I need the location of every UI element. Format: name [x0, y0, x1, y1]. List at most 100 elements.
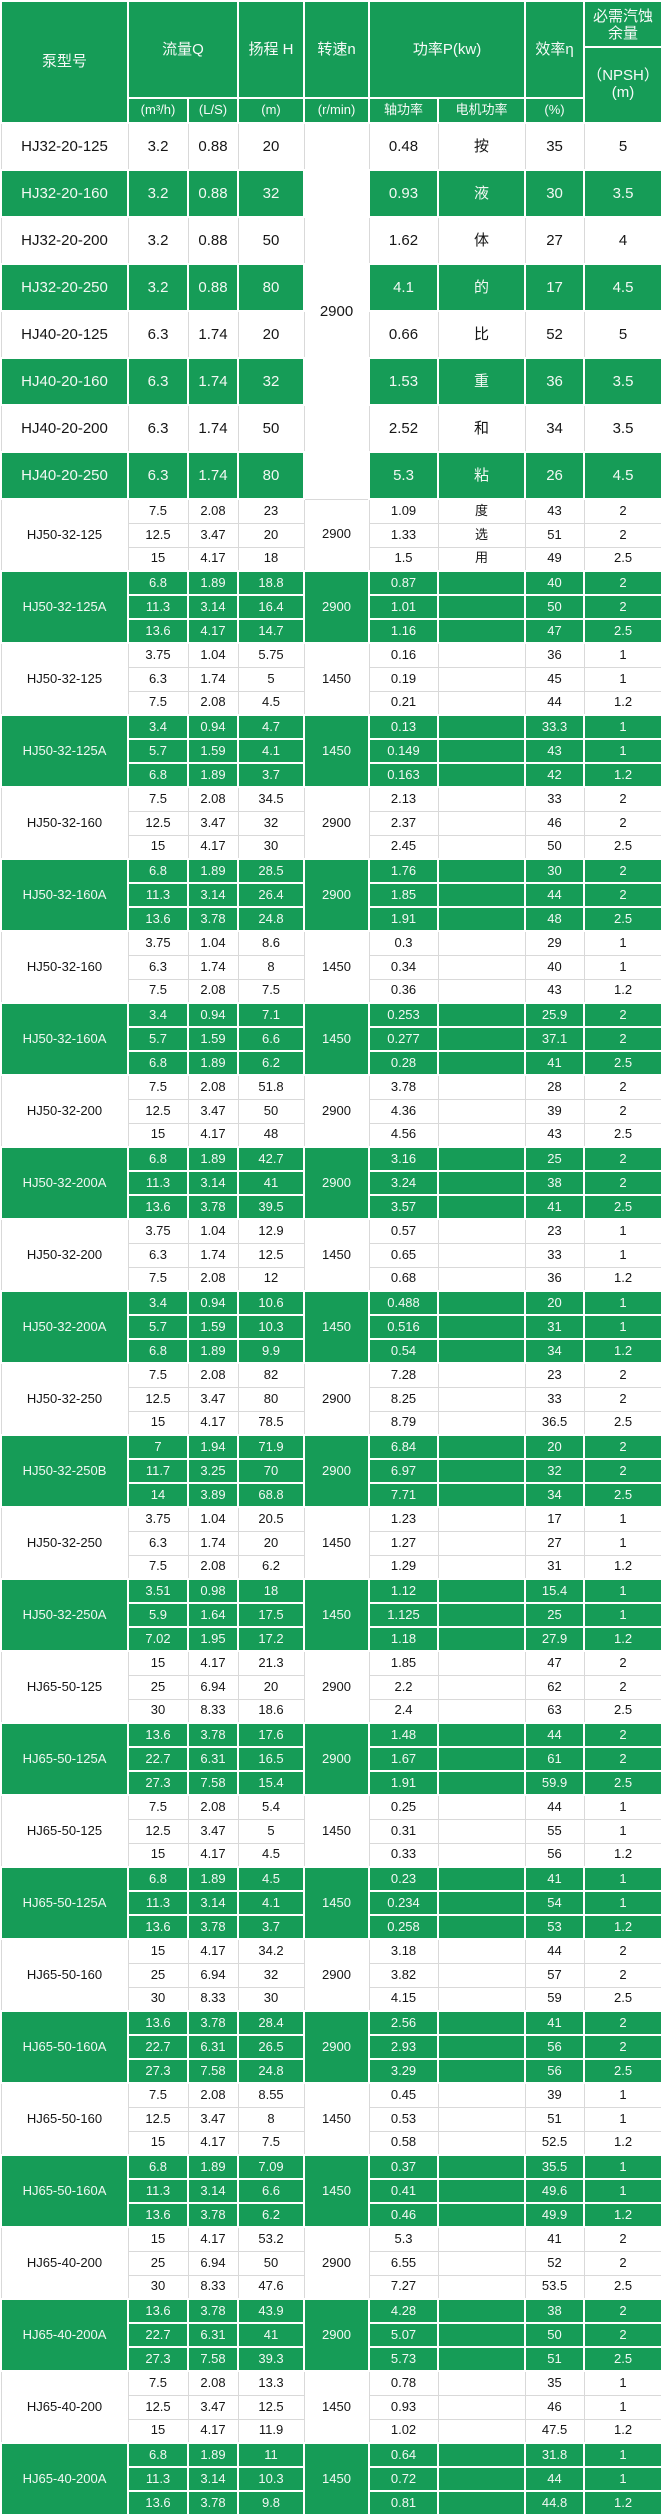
motor-power-cell: 选: [437, 522, 526, 548]
motor-power-cell: [437, 1938, 526, 1964]
head-cell: 4.7: [237, 714, 306, 740]
efficiency-cell: 23: [524, 1218, 585, 1244]
efficiency-cell: 20: [524, 1434, 586, 1460]
speed-cell: 1450: [303, 2442, 371, 2516]
shaft-power-cell: 1.91: [368, 1770, 440, 1796]
npsh-cell: 5: [583, 122, 661, 171]
npsh-cell: 1: [583, 2154, 661, 2180]
table-row: HJ32-20-200 3.2 0.88 50 1.62 体 27 4: [0, 216, 661, 265]
head-cell: 6.6: [237, 1026, 306, 1052]
shaft-power-cell: 1.16: [368, 618, 440, 644]
flow-ls-cell: 8.33: [187, 2274, 239, 2300]
unit-flow-m3h: (m³/h): [127, 97, 189, 124]
flow-m3h-cell: 11.3: [127, 882, 189, 908]
motor-power-cell: [437, 834, 526, 860]
npsh-cell: 2: [583, 882, 661, 908]
shaft-power-cell: 0.13: [368, 714, 440, 740]
efficiency-cell: 44: [524, 1794, 585, 1820]
motor-power-cell: [437, 714, 527, 740]
speed-cell: 2900: [303, 858, 371, 932]
efficiency-cell: 23: [524, 1362, 585, 1388]
npsh-cell: 2: [583, 1938, 661, 1964]
flow-ls-cell: 1.74: [186, 451, 240, 500]
flow-ls-cell: 3.78: [186, 2202, 240, 2228]
npsh-cell: 1: [583, 2370, 661, 2396]
table-row: 12.5 3.47 50 4.36 39 2: [1, 1098, 661, 1124]
efficiency-cell: 36: [524, 642, 585, 668]
table-row: 13.6 3.78 3.7 0.258 53 1.2: [1, 1914, 661, 1940]
npsh-cell: 2.5: [583, 1122, 661, 1148]
speed-cell: 2900: [303, 2298, 371, 2372]
shaft-power-cell: 0.41: [368, 2178, 440, 2204]
shaft-power-cell: 0.54: [368, 1338, 440, 1364]
head-cell: 18: [237, 546, 305, 572]
pump-model-cell: HJ50-32-125A: [0, 714, 129, 788]
motor-power-cell: [437, 1314, 527, 1340]
shaft-power-cell: 0.93: [368, 2394, 439, 2420]
head-cell: 10.3: [237, 2466, 306, 2492]
efficiency-cell: 25: [524, 1146, 586, 1172]
table-row: HJ50-32-250A 3.51 0.98 18 1450 1.12 15.4 1: [0, 1578, 661, 1652]
table-row: HJ50-32-250 3.75 1.04 20.5 1450 1.23 17 1: [0, 1506, 661, 1580]
efficiency-cell: 42: [524, 762, 586, 788]
motor-power-cell: 的: [437, 263, 527, 312]
flow-m3h-cell: 12.5: [127, 2394, 189, 2420]
motor-power-cell: 用: [437, 546, 526, 572]
table-row: HJ40-20-160 6.3 1.74 32 1.53 重 36 3.5: [0, 357, 661, 406]
flow-m3h-cell: 15: [127, 1938, 189, 1964]
npsh-cell: 3.5: [583, 404, 661, 453]
shaft-power-cell: 8.25: [368, 1386, 439, 1412]
head-cell: 32: [237, 1962, 305, 1988]
speed-cell: 1450: [303, 1002, 371, 1076]
table-row: HJ65-50-125 15 4.17 21.3 2900 1.85 47 2: [0, 1650, 661, 1724]
efficiency-cell: 27.9: [524, 1626, 586, 1652]
motor-power-cell: [437, 1170, 527, 1196]
efficiency-cell: 17: [524, 263, 586, 312]
shaft-power-cell: 5.73: [368, 2346, 440, 2372]
efficiency-cell: 47.5: [524, 2418, 585, 2444]
header-speed: 转速n: [303, 0, 371, 99]
motor-power-cell: [437, 1434, 527, 1460]
flow-ls-cell: 3.78: [186, 906, 240, 932]
efficiency-cell: 53.5: [524, 2274, 585, 2300]
pump-model-cell: HJ50-32-200A: [0, 1290, 129, 1364]
motor-power-cell: 体: [437, 216, 526, 265]
head-cell: 6.6: [237, 2178, 306, 2204]
efficiency-cell: 36: [524, 1266, 585, 1292]
head-cell: 4.5: [237, 1842, 305, 1868]
efficiency-cell: 17: [524, 1506, 585, 1532]
efficiency-cell: 33: [524, 1386, 585, 1412]
efficiency-cell: 44: [524, 1938, 585, 1964]
flow-m3h-cell: 3.4: [127, 714, 189, 740]
flow-ls-cell: 6.94: [187, 2250, 239, 2276]
motor-power-cell: [437, 1626, 527, 1652]
table-row: 12.5 3.47 20 1.33 选 51 2: [1, 522, 661, 548]
pump-model-cell: HJ50-32-250B: [0, 1434, 129, 1508]
flow-ls-cell: 3.14: [186, 1890, 240, 1916]
flow-m3h-cell: 13.6: [127, 2490, 189, 2516]
efficiency-cell: 31: [524, 1314, 586, 1340]
flow-ls-cell: 1.89: [186, 570, 240, 596]
npsh-cell: 1.2: [583, 1914, 661, 1940]
flow-ls-cell: 1.95: [186, 1626, 240, 1652]
flow-ls-cell: 3.47: [187, 1818, 239, 1844]
motor-power-cell: [437, 594, 527, 620]
npsh-cell: 1: [583, 2466, 661, 2492]
shaft-power-cell: 0.45: [368, 2082, 439, 2108]
head-cell: 41: [237, 1170, 306, 1196]
npsh-cell: 1.2: [583, 1338, 661, 1364]
flow-m3h-cell: 3.4: [127, 1290, 189, 1316]
unit-head: (m): [237, 97, 306, 124]
shaft-power-cell: 0.68: [368, 1266, 439, 1292]
head-cell: 8: [237, 954, 305, 980]
table-row: 5.7 1.59 6.6 0.277 37.1 2: [1, 1026, 661, 1052]
shaft-power-cell: 1.125: [368, 1602, 440, 1628]
motor-power-cell: [437, 2394, 526, 2420]
head-cell: 4.5: [237, 1866, 306, 1892]
head-cell: 26.4: [237, 882, 306, 908]
motor-power-cell: [437, 954, 526, 980]
motor-power-cell: [437, 882, 527, 908]
npsh-cell: 1: [583, 2442, 661, 2468]
npsh-cell: 2: [583, 1362, 661, 1388]
efficiency-cell: 15.4: [524, 1578, 586, 1604]
